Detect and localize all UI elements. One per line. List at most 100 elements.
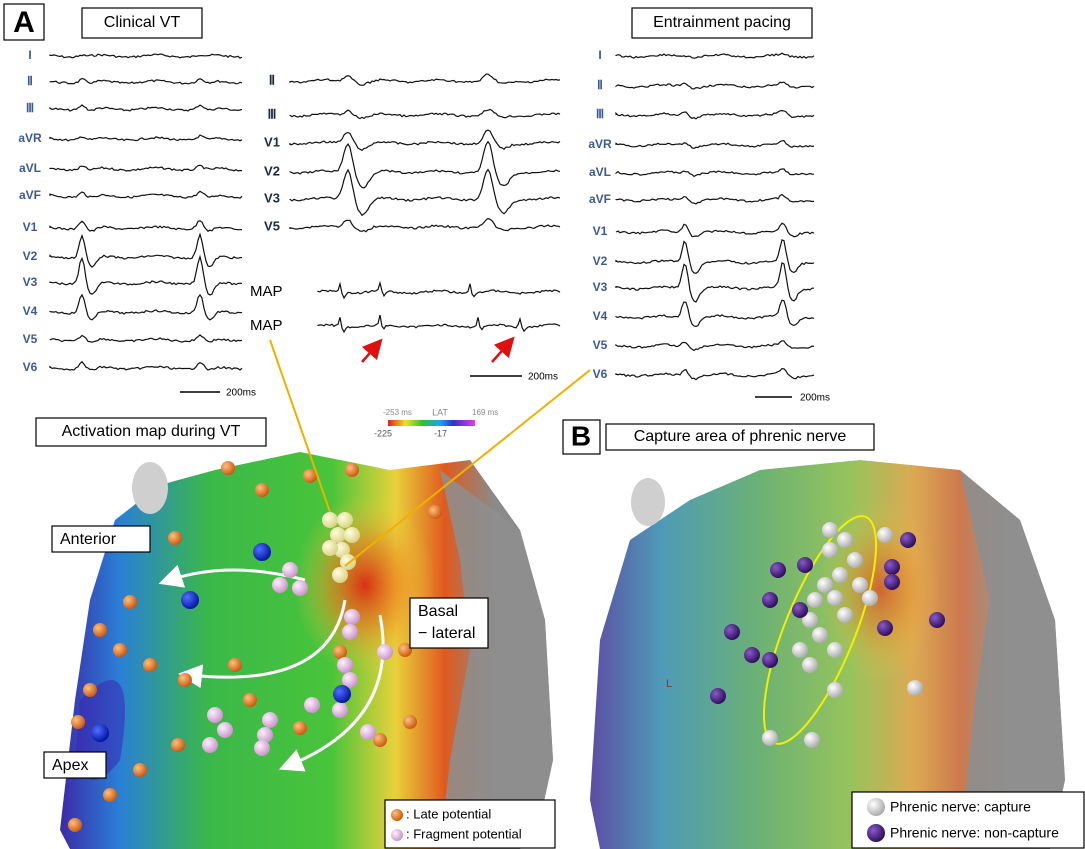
legend-label: : Late potential (406, 806, 491, 821)
sphere (103, 788, 117, 802)
lead-label: Ⅱ (269, 72, 275, 87)
ecg-trace (290, 218, 560, 231)
lead-label: aVR (588, 137, 612, 151)
sphere (360, 724, 376, 740)
activation-map (60, 452, 553, 849)
sphere (344, 609, 360, 625)
sphere (837, 607, 853, 623)
ecg-trace (50, 295, 242, 320)
arrow (492, 344, 508, 362)
region-label: Anterior (60, 531, 117, 548)
sphere (832, 567, 848, 583)
sphere (852, 577, 868, 593)
sphere (282, 562, 298, 578)
lead-label: aVF (589, 192, 611, 206)
capture-map (590, 460, 1065, 849)
sphere (217, 722, 233, 738)
region-label: Basal (418, 603, 458, 620)
scale-label: -17 (434, 428, 447, 438)
sphere (724, 624, 740, 640)
lead-label: aVF (19, 188, 41, 202)
map-label: MAP (250, 317, 283, 334)
lead-label: I (598, 48, 601, 62)
lead-label: V3 (23, 275, 38, 289)
legend-swatch (867, 824, 885, 842)
ecg-trace (290, 110, 560, 119)
title: Capture area of phrenic nerve (634, 428, 847, 445)
ecg-trace (616, 263, 814, 302)
lead-label: V6 (23, 360, 38, 374)
sphere (428, 505, 442, 519)
sphere (228, 658, 242, 672)
ecg-trace (616, 53, 814, 58)
scale-label: -253 ms (383, 408, 412, 417)
ecg-trace (50, 234, 242, 267)
sphere (337, 512, 353, 528)
ecg-trace (616, 195, 814, 204)
sphere (744, 647, 760, 663)
lead-label: aVL (589, 165, 611, 179)
ecg-trace (290, 130, 560, 150)
sphere (342, 624, 358, 640)
sphere (770, 562, 786, 578)
sphere (345, 463, 359, 477)
ecg-trace (50, 54, 242, 58)
ecg-trace (616, 111, 814, 119)
scale-label: 169 ms (472, 408, 498, 417)
ecg-trace (290, 170, 560, 216)
sphere (837, 532, 853, 548)
region-label: − lateral (418, 625, 475, 642)
sphere (68, 818, 82, 832)
panel-label: B (571, 420, 591, 451)
legend-swatch (391, 809, 403, 821)
ecg-trace (318, 283, 560, 298)
sphere (929, 612, 945, 628)
ecg-trace (318, 315, 560, 332)
lead-label: V5 (264, 218, 280, 233)
lead-label: V4 (593, 309, 608, 323)
sphere (804, 732, 820, 748)
ecg-trace (616, 223, 814, 236)
lead-label: V2 (593, 254, 608, 268)
scale-label: 200ms (528, 372, 558, 383)
title: Entrainment pacing (653, 14, 791, 31)
sphere (333, 645, 347, 659)
scale-label: LAT (432, 407, 448, 417)
sphere (907, 680, 923, 696)
sphere (877, 620, 893, 636)
lead-label: Ⅲ (268, 106, 277, 121)
sphere (253, 543, 271, 561)
sphere (797, 557, 813, 573)
sphere (812, 627, 828, 643)
lead-label: V3 (593, 280, 608, 294)
sphere (762, 652, 778, 668)
ecg-trace (616, 169, 814, 176)
sphere (143, 658, 157, 672)
lead-label: V3 (264, 190, 280, 205)
legend-swatch (391, 829, 403, 841)
sphere (83, 683, 97, 697)
sphere (884, 559, 900, 575)
sphere (762, 730, 778, 746)
title: Activation map during VT (62, 423, 241, 440)
title: Clinical VT (104, 14, 181, 31)
sphere (827, 682, 843, 698)
sphere (377, 644, 393, 660)
ecg-trace (50, 191, 242, 198)
sphere (133, 763, 147, 777)
sphere (337, 657, 353, 673)
lead-label: V4 (23, 304, 38, 318)
sphere (93, 623, 107, 637)
sphere (221, 461, 235, 475)
ecg-trace (50, 165, 242, 171)
panel-label: A (13, 6, 35, 39)
sphere (403, 715, 417, 729)
lead-label: V1 (23, 220, 38, 234)
arrow (362, 346, 376, 362)
lead-label: Ⅱ (597, 78, 603, 92)
sphere (178, 673, 192, 687)
legend-label: Phrenic nerve: non-capture (890, 825, 1059, 841)
sphere (202, 737, 218, 753)
sphere (123, 595, 137, 609)
lead-label: V1 (593, 224, 608, 238)
